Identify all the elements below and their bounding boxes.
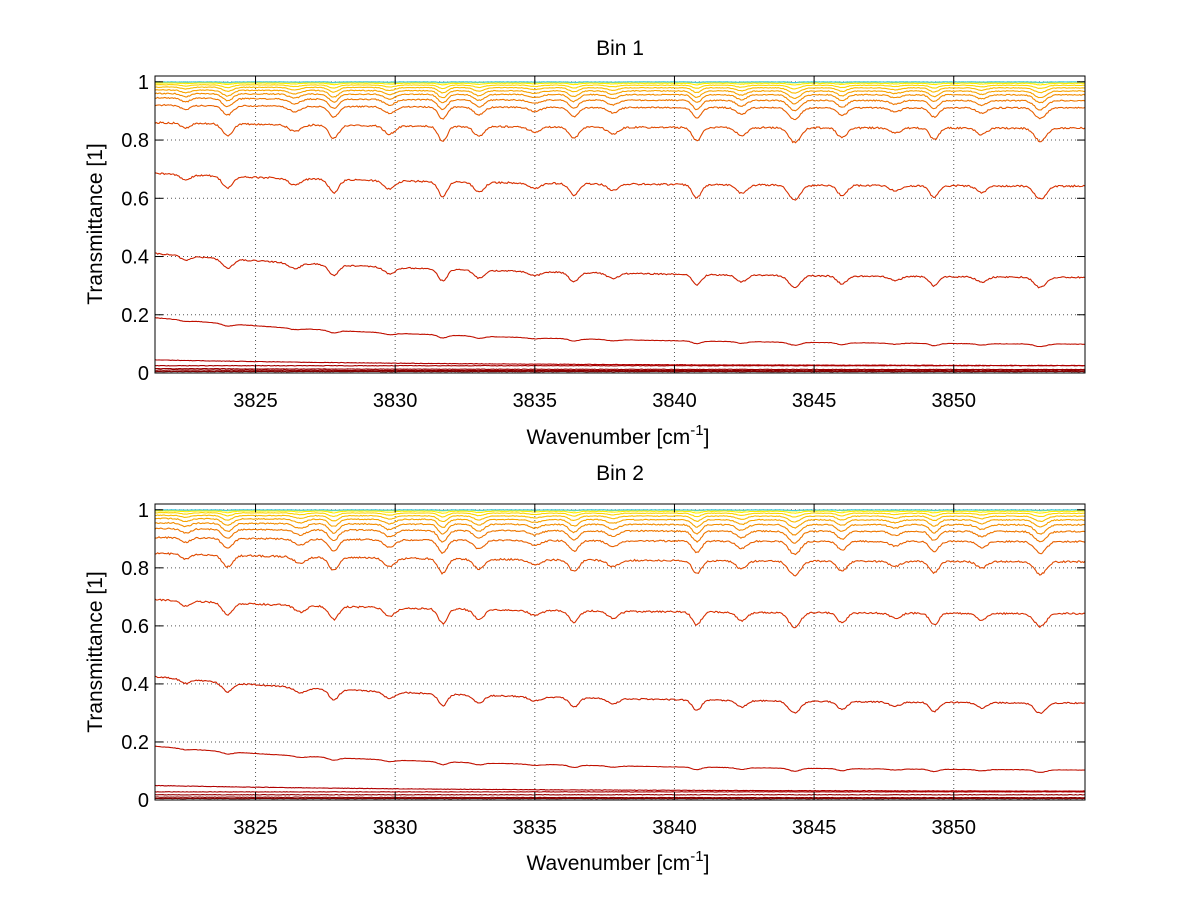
y-tick-label: 0.6 (121, 616, 149, 638)
series-line (154, 521, 1086, 536)
series-line (154, 121, 1086, 144)
axes-frame (154, 75, 1086, 374)
y-tick-label: 0 (138, 790, 149, 812)
series-group (154, 509, 1086, 800)
x-tick-label: 3840 (652, 817, 697, 839)
series-line (155, 536, 1086, 556)
series-line (154, 86, 1085, 94)
x-tick-label: 3830 (373, 390, 418, 412)
y-tick-label: 0.8 (121, 558, 149, 580)
series-line (154, 797, 1086, 800)
series-line (155, 84, 1085, 90)
y-tick-label: 1 (138, 500, 149, 522)
grid (155, 504, 1085, 800)
y-tick-label: 0.4 (121, 247, 149, 269)
series-line (154, 103, 1086, 121)
series-line (154, 745, 1086, 773)
x-tick-label: 3845 (792, 817, 837, 839)
series-line (154, 509, 1086, 512)
chart-panel-bin-1: Bin 1 3825 3830 3835 3840 3845 3850 0 0.2 0.4 0.6… (84, 37, 1086, 449)
series-line (154, 370, 1086, 373)
y-tick-label: 0 (138, 363, 149, 385)
series-line (155, 252, 1086, 289)
series-line (155, 514, 1086, 523)
series-line (154, 96, 1086, 112)
series-line (154, 89, 1086, 99)
axes-frame (154, 503, 1086, 801)
x-tick-label: 3825 (233, 817, 278, 839)
x-axis-title: Wavenumber [cm-1] (527, 422, 710, 449)
ticks: 3825 3830 3835 3840 3845 3850 0 0.2 0.4 0.6 0.8 1 (121, 500, 1085, 839)
series-line (154, 81, 1086, 84)
series-line (154, 369, 1086, 372)
x-tick-label: 3840 (652, 390, 697, 412)
series-line (154, 675, 1086, 715)
x-tick-label: 3835 (513, 390, 558, 412)
x-axis-title: Wavenumber [cm-1] (527, 848, 710, 875)
series-line (154, 527, 1086, 544)
x-tick-label: 3835 (513, 817, 558, 839)
series-line (154, 784, 1086, 792)
x-tick-label: 3850 (931, 390, 976, 412)
x-tick-label: 3845 (792, 390, 837, 412)
series-line (154, 172, 1086, 201)
y-tick-label: 0.4 (121, 674, 149, 696)
x-tick-label: 3825 (233, 390, 278, 412)
series-line (154, 552, 1086, 577)
grid (155, 76, 1085, 373)
series-line (155, 367, 1086, 371)
series-line (155, 82, 1086, 86)
chart-title: Bin 1 (596, 37, 644, 60)
y-tick-label: 0.6 (121, 188, 149, 210)
x-tick-label: 3850 (931, 817, 976, 839)
ticks: 3825 3830 3835 3840 3845 3850 0 0.2 0.4 0.6 0.8 1 (121, 72, 1085, 412)
series-line (155, 796, 1086, 799)
y-tick-label: 1 (138, 72, 149, 94)
series-line (154, 510, 1086, 514)
series-line (154, 92, 1086, 105)
x-tick-label: 3830 (373, 817, 418, 839)
series-line (154, 316, 1085, 348)
chart-panel-bin-2: Bin 2 3825 3830 3835 3840 3845 3850 0 0.2 0.4 0.6… (84, 462, 1086, 875)
series-line (154, 517, 1086, 529)
y-tick-label: 0.8 (121, 130, 149, 152)
y-axis-title: Transmittance [1] (84, 571, 107, 732)
series-line (154, 598, 1086, 629)
chart-title: Bin 2 (596, 462, 644, 485)
y-tick-label: 0.2 (121, 732, 149, 754)
y-axis-title: Transmittance [1] (84, 143, 107, 304)
y-tick-label: 0.2 (121, 305, 149, 327)
series-group (154, 81, 1086, 373)
series-line (154, 359, 1085, 367)
series-line (154, 511, 1086, 518)
